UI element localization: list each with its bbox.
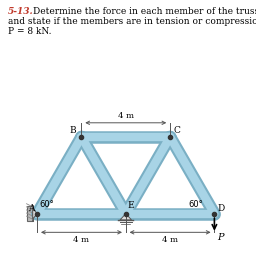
Text: Determine the force in each member of the truss: Determine the force in each member of th…	[33, 7, 256, 15]
Text: E: E	[127, 201, 134, 210]
Text: C: C	[174, 126, 180, 135]
Text: A: A	[28, 204, 35, 213]
Text: P: P	[218, 233, 224, 242]
Text: D: D	[218, 204, 225, 213]
Text: B: B	[70, 126, 76, 135]
Polygon shape	[33, 208, 37, 219]
Text: 4 m: 4 m	[118, 112, 134, 120]
Text: 4 m: 4 m	[73, 236, 90, 244]
Polygon shape	[120, 214, 132, 220]
Text: 4 m: 4 m	[162, 236, 178, 244]
Text: P = 8 kN.: P = 8 kN.	[8, 27, 51, 36]
Text: 60°: 60°	[188, 200, 203, 209]
Text: 5-13.: 5-13.	[8, 7, 33, 15]
Bar	[27, 206, 33, 222]
Text: 60°: 60°	[39, 200, 54, 209]
Text: and state if the members are in tension or compression. Set: and state if the members are in tension …	[8, 17, 256, 26]
